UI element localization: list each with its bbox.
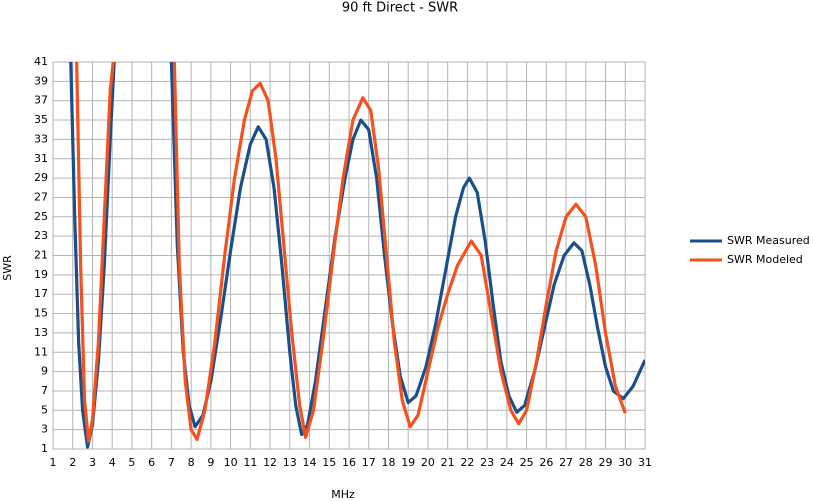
x-tick-label: 16 [342,456,356,469]
x-tick-label: 1 [50,456,57,469]
x-tick-label: 18 [381,456,395,469]
x-tick-label: 9 [207,456,214,469]
y-tick-label: 39 [34,74,48,87]
x-tick-label: 28 [579,456,593,469]
x-tick-label: 8 [188,456,195,469]
y-tick-label: 9 [41,365,48,378]
y-tick-label: 15 [34,307,48,320]
x-tick-label: 29 [599,456,613,469]
x-tick-label: 12 [263,456,277,469]
chart-title: 90 ft Direct - SWR [342,1,458,16]
y-tick-label: 11 [34,345,48,358]
x-tick-label: 17 [362,456,376,469]
x-tick-label: 27 [559,456,573,469]
series-line [75,62,627,443]
y-tick-label: 21 [34,249,48,262]
x-tick-label: 7 [168,456,175,469]
x-tick-label: 15 [322,456,336,469]
legend-label: SWR Modeled [727,253,803,266]
x-tick-label: 20 [421,456,435,469]
y-tick-label: 19 [34,268,48,281]
x-tick-label: 5 [128,456,135,469]
legend-label: SWR Measured [727,234,810,247]
y-tick-label: 13 [34,326,48,339]
x-tick-label: 21 [441,456,455,469]
x-tick-label: 23 [480,456,494,469]
y-tick-label: 3 [41,423,48,436]
x-tick-label: 4 [109,456,116,469]
x-tick-label: 3 [89,456,96,469]
y-axis-label: SWR [1,255,14,281]
y-tick-label: 37 [34,94,48,107]
y-tick-label: 23 [34,229,48,242]
y-tick-label: 27 [34,190,48,203]
x-tick-label: 19 [401,456,415,469]
y-tick-label: 31 [34,152,48,165]
y-tick-label: 33 [34,132,48,145]
x-tick-label: 22 [460,456,474,469]
x-axis-label: MHz [331,488,355,501]
y-tick-label: 1 [41,442,48,455]
x-tick-label: 10 [224,456,238,469]
x-tick-label: 25 [520,456,534,469]
y-tick-label: 29 [34,171,48,184]
y-tick-label: 5 [41,403,48,416]
x-tick-label: 13 [283,456,297,469]
y-tick-label: 25 [34,210,48,223]
x-tick-label: 6 [148,456,155,469]
y-tick-label: 41 [34,55,48,68]
x-tick-label: 26 [539,456,553,469]
x-tick-label: 11 [243,456,257,469]
x-tick-label: 31 [638,456,652,469]
y-tick-label: 35 [34,113,48,126]
x-tick-label: 24 [500,456,514,469]
y-tick-label: 7 [41,384,48,397]
plot-frame [52,61,646,450]
y-tick-label: 17 [34,287,48,300]
x-tick-label: 30 [618,456,632,469]
x-tick-label: 2 [69,456,76,469]
x-tick-label: 14 [303,456,317,469]
